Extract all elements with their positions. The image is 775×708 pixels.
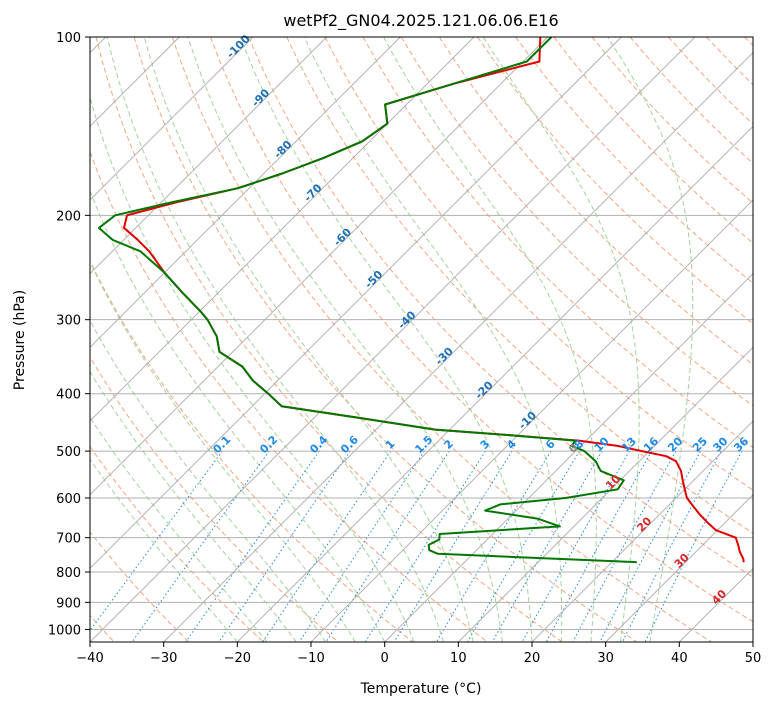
moist-adiabat <box>607 37 694 642</box>
dry-adiabat <box>171 37 712 642</box>
isotherm <box>237 125 753 642</box>
x-tick-label: −30 <box>150 651 177 666</box>
x-tick-label: −40 <box>76 651 103 666</box>
dry-adiabat <box>248 37 753 578</box>
mixing-ratio-line <box>599 450 701 642</box>
background-lines <box>90 37 753 642</box>
y-tick-label: 100 <box>56 31 81 46</box>
moist-adiabat <box>90 319 327 642</box>
isotherm <box>531 420 753 642</box>
mixing-ratio-line <box>644 450 743 642</box>
moist-adiabat <box>90 189 386 642</box>
plot-frame <box>89 36 754 643</box>
isotherm <box>90 37 475 422</box>
y-tick-label: 300 <box>56 314 81 329</box>
mixing-ratio-line <box>572 450 677 642</box>
dry-adiabat <box>286 37 753 534</box>
mixing-ratio-line <box>621 450 722 642</box>
y-tick-label: 700 <box>56 532 81 547</box>
dry-adiabat <box>400 37 753 407</box>
dry-adiabat <box>90 259 414 642</box>
mixing-ratio-line <box>298 450 425 642</box>
dry-adiabat <box>324 37 753 491</box>
dewpoint-line <box>97 37 637 564</box>
x-tick-label: −20 <box>224 651 251 666</box>
isotherm <box>752 641 753 642</box>
dry-adiabat <box>90 531 190 642</box>
dry-adiabat <box>438 37 753 366</box>
y-tick-label: 500 <box>56 445 81 460</box>
isotherm <box>90 37 696 642</box>
x-tick-label: 30 <box>597 651 614 666</box>
chart-title: wetPf2_GN04.2025.121.06.06.E16 <box>283 11 558 31</box>
y-tick-label: 900 <box>56 596 81 611</box>
plot-background <box>90 37 753 642</box>
dry-adiabat <box>95 37 563 642</box>
y-axis: 100 200 300 400 500 600 700 800 900 1000 <box>48 31 90 638</box>
dry-adiabat <box>515 37 753 284</box>
mixing-ratio-line <box>218 450 351 642</box>
moist-adiabat <box>383 37 597 642</box>
mixing-ratio-line <box>185 450 320 642</box>
moist-adiabat <box>482 37 640 642</box>
mixing-ratio-line <box>521 450 630 642</box>
x-tick-label: 10 <box>450 651 467 666</box>
x-tick-label: 0 <box>381 651 389 666</box>
mixing-ratio-line <box>90 450 223 632</box>
isotherm <box>90 37 548 496</box>
mixing-ratio-line <box>545 450 653 642</box>
grid-lines <box>90 37 753 630</box>
y-tick-label: 800 <box>56 566 81 581</box>
moist-adiabat <box>90 260 356 642</box>
dry-adiabat <box>90 445 264 642</box>
y-axis-title: Pressure (hPa) <box>12 290 28 390</box>
isotherm <box>384 273 753 642</box>
x-axis-title: Temperature (°C) <box>360 681 482 697</box>
dry-adiabat <box>90 356 339 642</box>
dry-adiabat <box>133 37 638 642</box>
moist-adiabat <box>239 37 533 642</box>
dry-adiabat <box>362 37 753 449</box>
dry-adiabat <box>477 37 753 325</box>
y-tick-label: 600 <box>56 492 81 507</box>
moist-adiabat <box>303 37 563 642</box>
y-tick-label: 400 <box>56 388 81 403</box>
moist-adiabat <box>106 37 445 642</box>
dry-adiabat <box>210 37 753 623</box>
mixing-ratio-line <box>491 450 603 642</box>
x-tick-label: 20 <box>524 651 541 666</box>
moist-adiabat <box>90 458 238 642</box>
x-tick-label: 40 <box>671 651 688 666</box>
y-tick-label: 200 <box>56 209 81 224</box>
x-tick-label: −10 <box>297 651 324 666</box>
isotherm <box>605 494 753 642</box>
isotherm <box>458 346 753 642</box>
isotherm <box>163 52 753 642</box>
moist-adiabat <box>187 37 503 642</box>
x-axis: −40 −30 −20 −10 0 10 20 30 40 50 <box>76 642 761 666</box>
dry-adiabat <box>90 150 488 642</box>
x-tick-label: 50 <box>745 651 762 666</box>
moist-adiabat <box>143 37 474 642</box>
y-tick-label: 1000 <box>48 623 81 638</box>
isotherm <box>90 37 401 348</box>
isotherm <box>310 199 753 642</box>
isotherm <box>90 37 254 201</box>
isotherm <box>90 37 622 569</box>
moist-adiabat <box>90 416 268 642</box>
series-layer <box>97 37 745 564</box>
isotherm <box>90 37 327 275</box>
mixing-ratio-line <box>262 450 392 642</box>
